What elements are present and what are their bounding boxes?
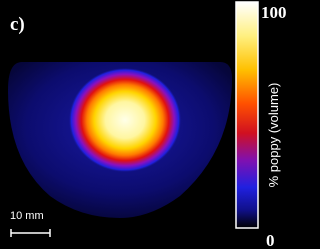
colorbar xyxy=(235,1,259,229)
page: c) 10 mm 100 0 % poppy (volume) (() => {… xyxy=(8,1,287,249)
figure-panel: c) 10 mm 100 0 % poppy (volume) xyxy=(8,1,287,249)
colorbar-min: 0 xyxy=(266,231,275,249)
scale-bar xyxy=(10,229,51,237)
colorbar-label: % poppy (volume) xyxy=(266,83,281,188)
colorbar-max: 100 xyxy=(261,3,287,22)
panel-label: c) xyxy=(10,14,25,35)
scale-bar-label: 10 mm xyxy=(10,210,44,222)
hot-spot xyxy=(69,68,181,172)
